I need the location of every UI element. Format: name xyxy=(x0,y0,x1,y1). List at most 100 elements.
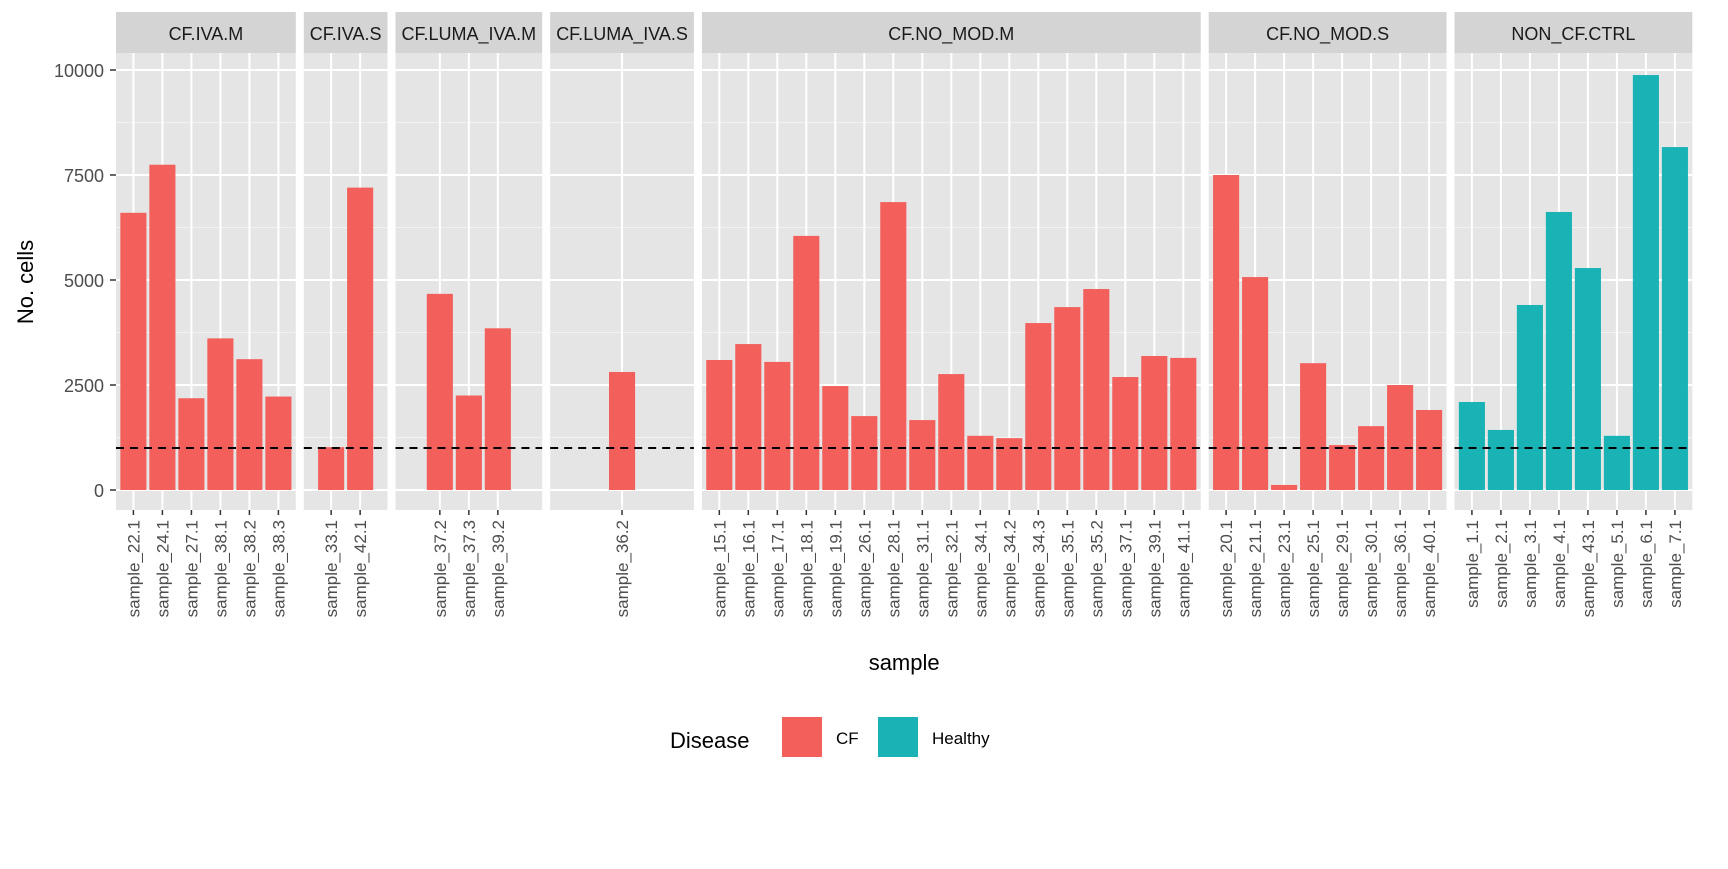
x-tick-label: sample_37.2 xyxy=(431,520,450,617)
facet-label: CF.IVA.M xyxy=(169,24,244,44)
facet-panel: CF.NO_MOD.M sample_15.1 sample_16.1 sample_… xyxy=(701,12,1201,617)
x-tick-label: sample_34.2 xyxy=(1000,520,1019,617)
facet-strip xyxy=(550,12,694,53)
bar xyxy=(1603,435,1630,490)
bar xyxy=(1458,402,1485,490)
y-tick-label: 7500 xyxy=(64,166,104,186)
facet-strip xyxy=(1454,12,1693,53)
y-tick-label: 2500 xyxy=(64,376,104,396)
facet-strip xyxy=(303,12,388,53)
bar xyxy=(1112,377,1139,490)
facet-panel: CF.IVA.S sample_33.1 sample_42.1 xyxy=(303,12,388,617)
bar xyxy=(1632,75,1659,490)
bar xyxy=(484,328,511,490)
bar xyxy=(207,338,234,490)
x-tick-label: sample_34.3 xyxy=(1029,520,1048,617)
x-tick-label: sample_21.1 xyxy=(1246,520,1265,617)
y-tick-label: 0 xyxy=(94,481,104,501)
legend: Disease CF Healthy xyxy=(670,717,990,757)
bar xyxy=(178,398,205,490)
bar xyxy=(149,164,176,490)
bar xyxy=(1083,289,1110,490)
facet-label: CF.NO_MOD.M xyxy=(888,24,1014,45)
y-axis-title: No. cells xyxy=(13,240,38,324)
facet-panel: CF.NO_MOD.S sample_20.1 sample_21.1 sample_… xyxy=(1208,12,1447,617)
facet-strip xyxy=(701,12,1201,53)
bar xyxy=(822,386,849,490)
facet-label: CF.LUMA_IVA.M xyxy=(401,24,536,45)
x-tick-label: sample_31.1 xyxy=(913,520,932,617)
bar xyxy=(455,395,482,490)
legend-key-cf xyxy=(782,717,822,757)
x-tick-label: sample_30.1 xyxy=(1362,520,1381,617)
x-tick-label: sample_42.1 xyxy=(351,520,370,617)
x-tick-label: sample_26.1 xyxy=(855,520,874,617)
facet-label: NON_CF.CTRL xyxy=(1511,24,1635,45)
bar xyxy=(1025,323,1052,490)
x-tick-label: sample_34.1 xyxy=(971,520,990,617)
bar xyxy=(347,187,374,490)
x-tick-label: sample_7.1 xyxy=(1666,520,1685,608)
bar xyxy=(1416,409,1443,490)
bar xyxy=(735,344,762,490)
bar xyxy=(1242,277,1269,490)
bar xyxy=(1516,304,1543,490)
x-tick-label: sample_39.1 xyxy=(1145,520,1164,617)
bar xyxy=(1213,175,1240,490)
x-tick-label: sample_20.1 xyxy=(1217,520,1236,617)
x-tick-label: sample_33.1 xyxy=(322,520,341,617)
facet-strip xyxy=(395,12,543,53)
bar xyxy=(236,359,263,490)
bar xyxy=(793,235,820,490)
x-tick-label: sample_38.1 xyxy=(211,520,230,617)
facet-label: CF.LUMA_IVA.S xyxy=(556,24,688,45)
legend-key-healthy xyxy=(878,717,918,757)
bar xyxy=(909,420,936,490)
x-tick-label: sample_36.1 xyxy=(1391,520,1410,617)
bar xyxy=(1300,363,1327,490)
x-tick-label: sample_18.1 xyxy=(797,520,816,617)
bar xyxy=(1661,147,1688,490)
bar xyxy=(1271,484,1298,490)
facet-panel: CF.LUMA_IVA.M sample_37.2 sample_37.3 sampl… xyxy=(395,12,543,617)
bar xyxy=(1487,429,1514,490)
x-tick-label: sample_43.1 xyxy=(1579,520,1598,617)
x-tick-label: sample_4.1 xyxy=(1550,520,1569,608)
x-tick-label: sample_28.1 xyxy=(884,520,903,617)
x-tick-label: sample_35.1 xyxy=(1058,520,1077,617)
x-tick-label: sample_37.3 xyxy=(460,520,479,617)
x-tick-label: sample_6.1 xyxy=(1637,520,1656,608)
bar xyxy=(1141,356,1168,490)
x-tick-label: sample_3.1 xyxy=(1521,520,1540,608)
x-tick-label: sample_2.1 xyxy=(1492,520,1511,608)
y-tick-label: 5000 xyxy=(64,271,104,291)
legend-label-healthy: Healthy xyxy=(932,729,990,748)
bar xyxy=(1545,211,1572,490)
bar xyxy=(1358,426,1385,490)
facet-panel: CF.LUMA_IVA.S sample_36.2 xyxy=(550,12,694,617)
x-tick-label: sample_19.1 xyxy=(826,520,845,617)
bar xyxy=(938,374,965,490)
x-tick-label: sample_16.1 xyxy=(739,520,758,617)
bar xyxy=(1574,268,1601,490)
bar xyxy=(1170,357,1197,490)
bar xyxy=(120,212,147,491)
bar xyxy=(318,447,345,490)
x-tick-label: sample_37.1 xyxy=(1116,520,1135,617)
x-tick-label: sample_38.3 xyxy=(269,520,288,617)
bar xyxy=(609,371,636,490)
bar xyxy=(1387,385,1414,490)
legend-label-cf: CF xyxy=(836,729,859,748)
x-tick-label: sample_36.2 xyxy=(613,520,632,617)
facet-label: CF.NO_MOD.S xyxy=(1266,24,1389,45)
x-tick-label: sample_32.1 xyxy=(942,520,961,617)
panel-background xyxy=(303,53,388,510)
bar xyxy=(265,396,292,490)
x-tick-label: sample_35.2 xyxy=(1087,520,1106,617)
x-tick-label: sample_1.1 xyxy=(1463,520,1482,608)
facet-panel: NON_CF.CTRL sample_1.1 sample_2.1 sample_3.… xyxy=(1454,12,1693,617)
bar xyxy=(1329,445,1356,490)
x-tick-label: sample_15.1 xyxy=(710,520,729,617)
x-tick-label: sample_5.1 xyxy=(1608,520,1627,608)
